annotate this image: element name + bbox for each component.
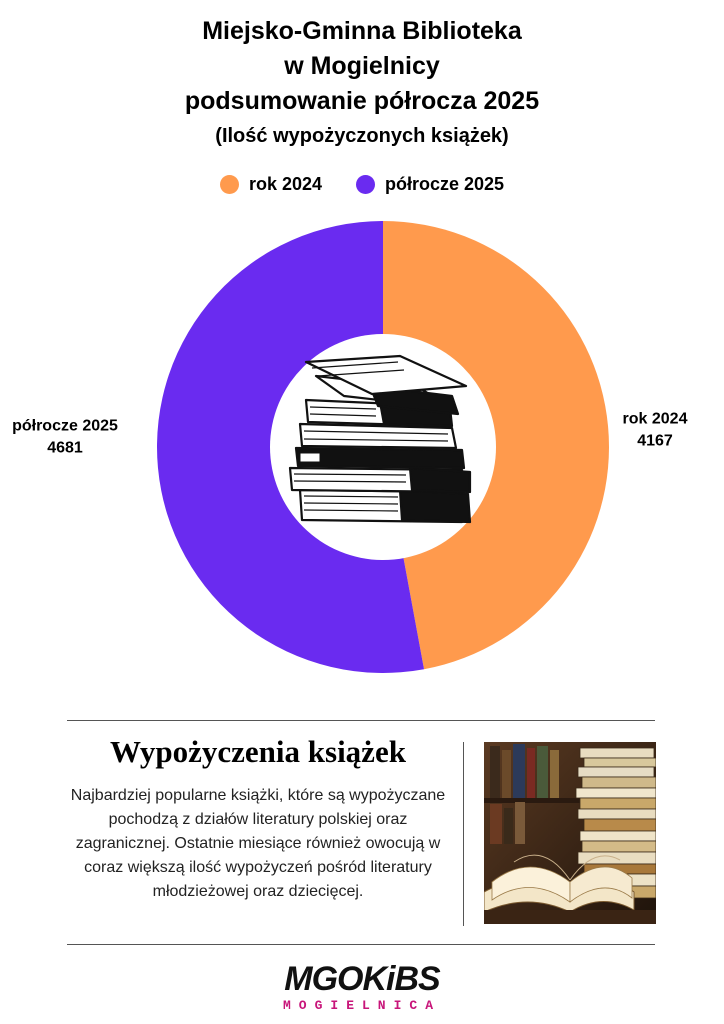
legend-label-2024: rok 2024	[248, 174, 322, 194]
open-book-photo	[484, 742, 656, 924]
section-body: Najbardziej popularne książki, które są …	[70, 787, 446, 900]
slice-value-2025: 4681	[47, 440, 83, 457]
slice-value-2024: 4167	[637, 432, 673, 449]
donut-chart: rok 2024 4167 półrocze 2025 4681	[12, 221, 688, 673]
chart-legend: rok 2024 półrocze 2025	[0, 174, 724, 195]
legend-label-2025: półrocze 2025	[385, 174, 505, 194]
legend-swatch-2025	[356, 175, 375, 194]
logo-subtitle: MOGIELNICA	[282, 998, 441, 1013]
page-subtitle: (Ilość wypożyczonych książek)	[215, 125, 509, 147]
mgokibs-logo: MGOKiBS MOGIELNICA	[0, 962, 724, 1013]
divider-bottom	[67, 944, 655, 945]
divider-vertical	[463, 742, 464, 926]
page-title-line-3: podsumowanie półrocza 2025	[184, 87, 540, 115]
slice-label-2024: rok 2024	[623, 410, 688, 427]
legend-item-2024: rok 2024	[219, 174, 322, 195]
page-title-line-1: Miejsko-Gminna Biblioteka	[202, 17, 522, 45]
section-title: Wypożyczenia książek	[110, 734, 406, 769]
page-title-line-2: w Mogielnicy	[284, 52, 440, 80]
divider-top	[67, 720, 655, 721]
logo-wordmark: MGOKiBS	[284, 960, 440, 998]
page-header: Miejsko-Gminna Biblioteka w Mogielnicy p…	[0, 14, 724, 151]
legend-swatch-2024	[219, 175, 239, 194]
stack-of-books-icon	[288, 354, 472, 524]
slice-label-2025: półrocze 2025	[12, 418, 118, 435]
legend-item-2025: półrocze 2025	[356, 174, 504, 195]
donut-slice-2024	[383, 221, 610, 670]
